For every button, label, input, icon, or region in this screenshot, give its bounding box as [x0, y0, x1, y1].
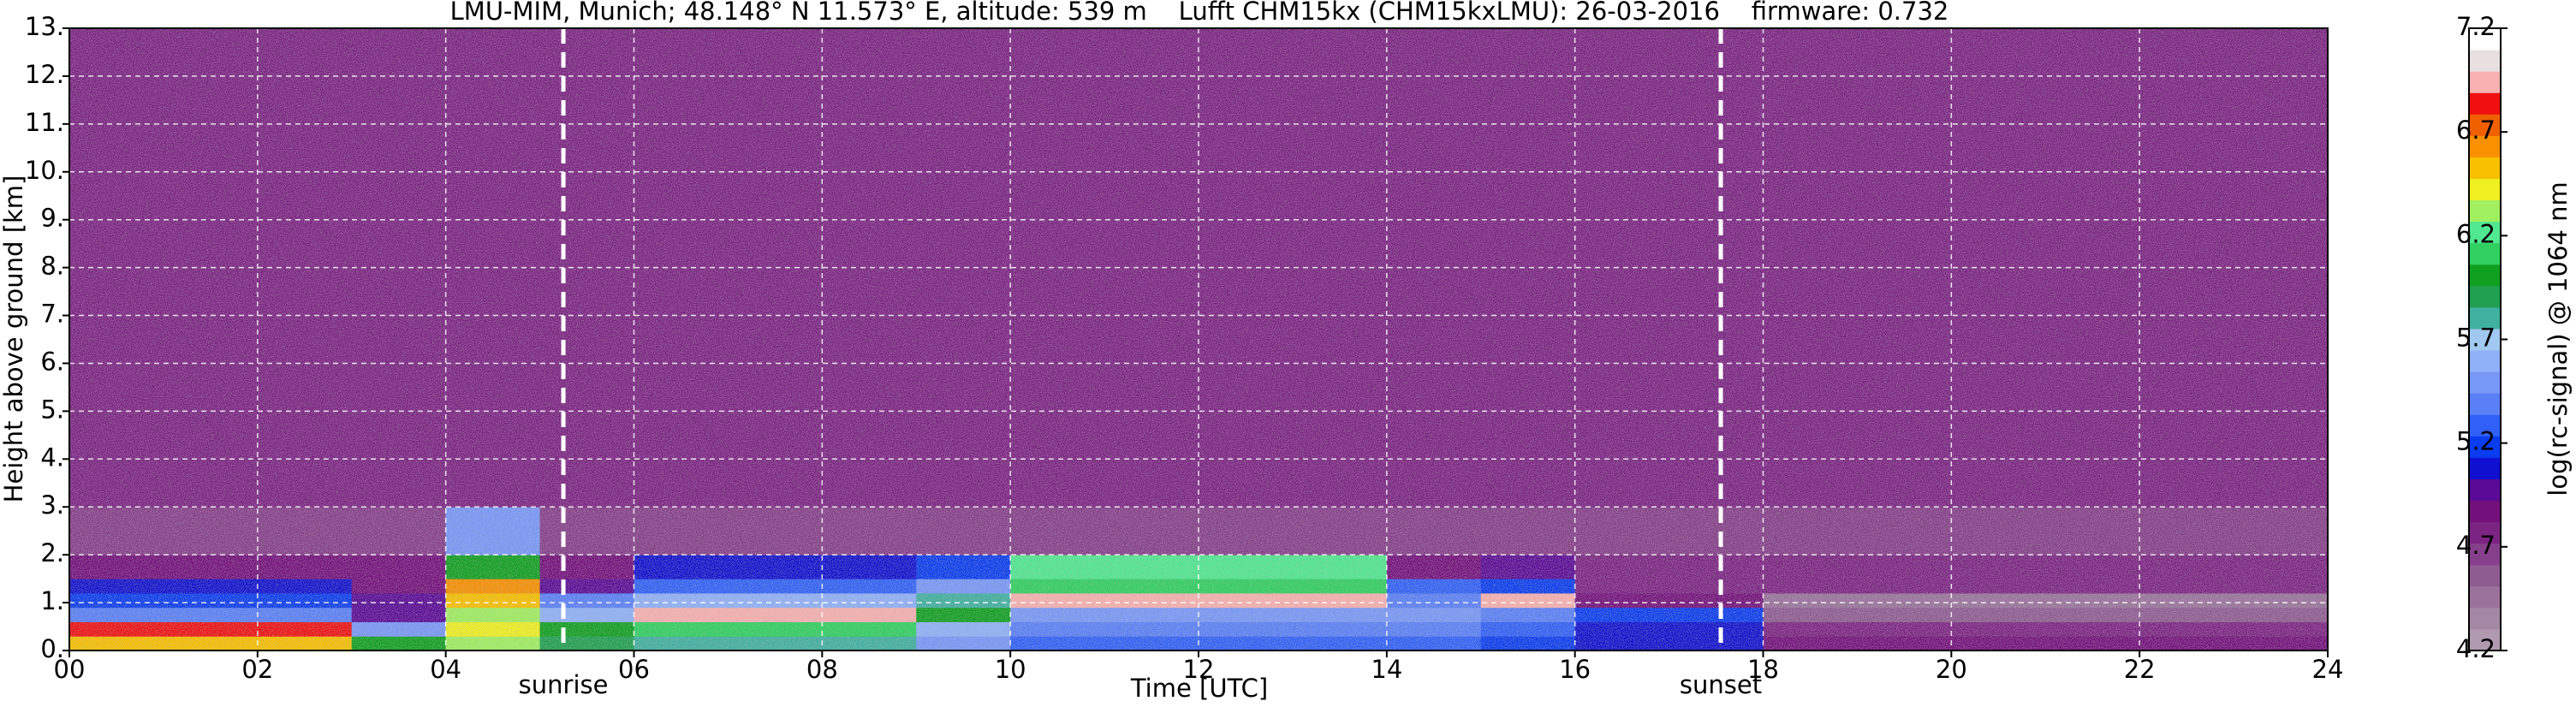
x-tick-label: 06	[618, 655, 650, 684]
colorbar-tick-label: 4.2	[2456, 634, 2496, 663]
y-tick-label: 1.	[40, 586, 64, 615]
x-tick-label: 02	[241, 655, 273, 684]
colorbar-segment	[2469, 50, 2501, 72]
y-tick-label: 6.	[40, 347, 64, 376]
colorbar-segment	[2469, 92, 2501, 115]
colorbar-segment	[2469, 328, 2501, 351]
x-tick-label: 16	[1559, 655, 1591, 684]
x-tick-label: 00	[54, 655, 86, 684]
colorbar-segment	[2469, 285, 2501, 308]
colorbar-tick-label: 6.2	[2456, 219, 2496, 248]
chart-title: LMU-MIM, Munich; 48.148° N 11.573° E, al…	[450, 0, 1949, 26]
colorbar-segment	[2469, 350, 2501, 372]
colorbar-segment	[2469, 585, 2501, 609]
x-tick-label: 12	[1183, 655, 1215, 684]
colorbar-segment	[2469, 436, 2501, 458]
y-tick-label: 5.	[40, 395, 64, 424]
colorbar-segment	[2469, 71, 2501, 93]
y-tick-label: 12.	[25, 60, 64, 89]
colorbar-segment	[2469, 264, 2501, 287]
colorbar-segment	[2469, 414, 2501, 437]
colorbar-segment	[2469, 393, 2501, 415]
colorbar-segment	[2469, 478, 2501, 502]
colorbar-segment	[2469, 157, 2501, 179]
colorbar-segment	[2469, 199, 2501, 223]
x-axis-label: Time [UTC]	[1130, 674, 1268, 703]
colorbar-segment	[2469, 371, 2501, 394]
x-tick-label: 20	[1936, 655, 1967, 684]
colorbar-segment	[2469, 306, 2501, 330]
y-tick-label: 9.	[40, 204, 64, 233]
colorbar-segment	[2469, 28, 2501, 50]
colorbar-segment	[2469, 607, 2501, 630]
x-tick-label: 14	[1371, 655, 1402, 684]
colorbar-tick-label: 7.2	[2456, 12, 2496, 41]
y-tick-label: 3.	[40, 490, 64, 520]
colorbar-label: log(rc-signal) @ 1064 nm	[2543, 181, 2573, 496]
colorbar-segment	[2469, 457, 2501, 479]
x-tick-label: 24	[2312, 655, 2344, 684]
colorbar-segment	[2469, 114, 2501, 136]
colorbar-tick-label: 5.2	[2456, 427, 2496, 456]
colorbar-tick-label: 6.7	[2456, 116, 2496, 145]
y-tick-label: 10.	[25, 156, 64, 185]
colorbar-segment	[2469, 564, 2501, 587]
colorbar-tick-label: 4.7	[2456, 531, 2496, 560]
plot-frame	[68, 27, 2329, 651]
colorbar-segment	[2469, 178, 2501, 201]
y-tick-label: 8.	[40, 252, 64, 281]
colorbar-segment	[2469, 135, 2501, 157]
y-tick-label: 4.	[40, 443, 64, 472]
y-tick-label: 13.	[25, 12, 64, 41]
colorbar-segment	[2469, 521, 2501, 544]
y-axis-label: Height above ground [km]	[0, 175, 28, 503]
x-tick-label: 08	[806, 655, 838, 684]
annotation-label: sunrise	[519, 670, 609, 699]
x-tick-label: 22	[2124, 655, 2156, 684]
y-tick-label: 11.	[25, 108, 64, 137]
colorbar-segment	[2469, 543, 2501, 566]
colorbar-segment	[2469, 628, 2501, 651]
annotation-label: sunset	[1680, 670, 1762, 699]
colorbar-tick-label: 5.7	[2456, 324, 2496, 353]
y-tick-label: 2.	[40, 538, 64, 567]
y-tick-label: 7.	[40, 300, 64, 329]
x-tick-label: 10	[995, 655, 1026, 684]
y-tick-label: 0.	[40, 634, 64, 663]
x-tick-label: 18	[1747, 655, 1779, 684]
colorbar-segment	[2469, 221, 2501, 244]
x-tick-label: 04	[430, 655, 461, 684]
colorbar-segment	[2469, 500, 2501, 523]
colorbar-segment	[2469, 242, 2501, 265]
